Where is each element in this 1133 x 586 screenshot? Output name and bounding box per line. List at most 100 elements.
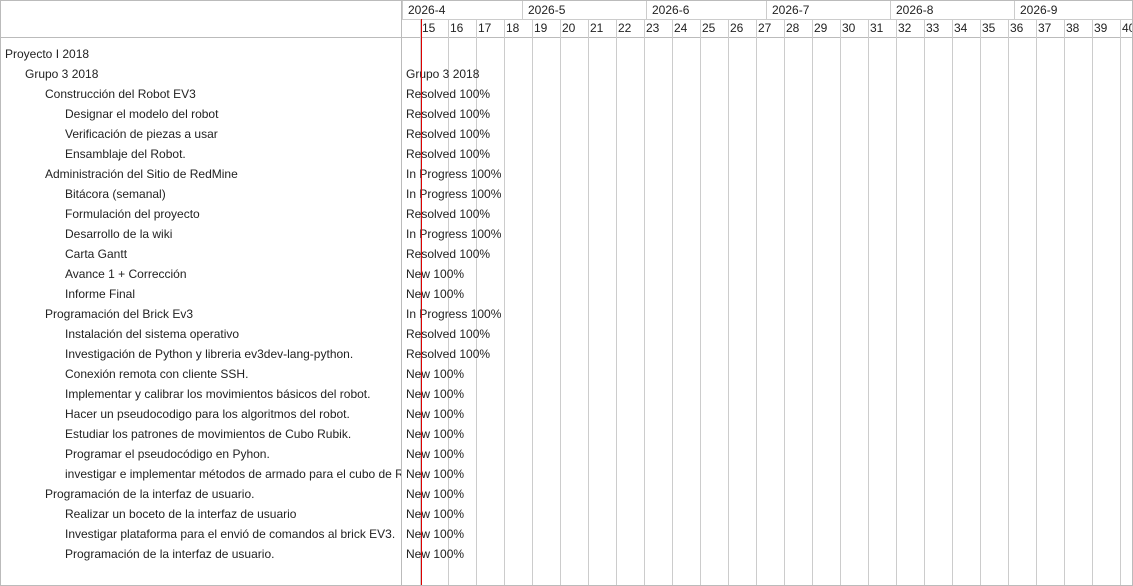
issue-status: Resolved 100% (406, 347, 491, 361)
month-divider (522, 1, 523, 19)
month-divider (766, 1, 767, 19)
week-grid-line (504, 19, 505, 585)
week-grid-line (784, 19, 785, 585)
week-label: 24 (674, 21, 688, 35)
issue-subject[interactable]: Implementar y calibrar los movimientos b… (65, 387, 371, 401)
header-divider (402, 19, 1132, 20)
week-grid-line (560, 19, 561, 585)
week-label: 33 (926, 21, 940, 35)
week-label: 23 (646, 21, 660, 35)
week-grid-line (644, 19, 645, 585)
issue-status: New 100% (406, 467, 465, 481)
issue-status: Resolved 100% (406, 147, 491, 161)
week-label: 38 (1066, 21, 1080, 35)
issue-subject[interactable]: Informe Final (65, 287, 136, 301)
week-label: 37 (1038, 21, 1052, 35)
issue-status: New 100% (406, 547, 465, 561)
week-grid-line (672, 19, 673, 585)
issue-status: In Progress 100% (406, 167, 502, 181)
month-divider (1014, 1, 1015, 19)
week-grid-line (952, 19, 953, 585)
issue-subject[interactable]: Formulación del proyecto (65, 207, 200, 221)
issue-status: New 100% (406, 267, 465, 281)
issue-status: Resolved 100% (406, 327, 491, 341)
week-label: 35 (982, 21, 996, 35)
issue-subject[interactable]: Hacer un pseudocodigo para los algoritmo… (65, 407, 350, 421)
issue-subject[interactable]: Bitácora (semanal) (65, 187, 166, 201)
week-label: 28 (786, 21, 800, 35)
week-grid-line (476, 19, 477, 585)
issue-status: New 100% (406, 387, 465, 401)
month-label: 2026-6 (652, 3, 690, 17)
week-grid-line (1120, 19, 1121, 585)
issue-subject[interactable]: Instalación del sistema operativo (65, 327, 240, 341)
issue-subject[interactable]: Realizar un boceto de la interfaz de usu… (65, 507, 297, 521)
issue-subject[interactable]: investigar e implementar métodos de arma… (65, 467, 402, 481)
week-grid-line (812, 19, 813, 585)
week-grid-line (616, 19, 617, 585)
issue-subject[interactable]: Construcción del Robot EV3 (45, 87, 196, 101)
issue-subject[interactable]: Estudiar los patrones de movimientos de … (65, 427, 352, 441)
week-label: 20 (562, 21, 576, 35)
issue-status: Resolved 100% (406, 87, 491, 101)
week-label: 34 (954, 21, 968, 35)
issue-subject[interactable]: Proyecto I 2018 (5, 47, 90, 61)
week-grid-line (728, 19, 729, 585)
issue-status: Resolved 100% (406, 247, 491, 261)
issue-status: In Progress 100% (406, 187, 502, 201)
issue-subject[interactable]: Designar el modelo del robot (65, 107, 219, 121)
week-grid-line (1092, 19, 1093, 585)
week-grid-line (1036, 19, 1037, 585)
issue-subject[interactable]: Programación del Brick Ev3 (45, 307, 194, 321)
week-label: 32 (898, 21, 912, 35)
issue-subject[interactable]: Administración del Sitio de RedMine (45, 167, 238, 181)
week-grid-line (868, 19, 869, 585)
week-label: 30 (842, 21, 856, 35)
issue-status: Resolved 100% (406, 207, 491, 221)
issue-status: New 100% (406, 487, 465, 501)
month-divider (402, 1, 403, 19)
week-label: 27 (758, 21, 772, 35)
issue-status: Grupo 3 2018 (406, 67, 480, 81)
week-label: 36 (1010, 21, 1024, 35)
issue-subject[interactable]: Investigar plataforma para el envió de c… (65, 527, 396, 541)
week-grid-line (1064, 19, 1065, 585)
week-label: 15 (422, 21, 436, 35)
issue-subject[interactable]: Programación de la interfaz de usuario. (65, 547, 275, 561)
issue-status: New 100% (406, 367, 465, 381)
issue-subject[interactable]: Ensamblaje del Robot. (65, 147, 186, 161)
month-divider (890, 1, 891, 19)
issue-status: Resolved 100% (406, 127, 491, 141)
issue-subject[interactable]: Programar el pseudocódigo en Pyhon. (65, 447, 270, 461)
issue-status: New 100% (406, 507, 465, 521)
month-label: 2026-4 (408, 3, 446, 17)
issue-status: In Progress 100% (406, 227, 502, 241)
issue-subject[interactable]: Avance 1 + Corrección (65, 267, 187, 281)
week-label: 39 (1094, 21, 1108, 35)
week-label: 17 (478, 21, 492, 35)
week-label: 29 (814, 21, 828, 35)
issue-subject[interactable]: Investigación de Python y libreria ev3de… (65, 347, 354, 361)
issue-subject[interactable]: Conexión remota con cliente SSH. (65, 367, 249, 381)
week-grid-line (532, 19, 533, 585)
issue-status: New 100% (406, 407, 465, 421)
week-grid-line (1008, 19, 1009, 585)
week-grid-line (840, 19, 841, 585)
week-label: 22 (618, 21, 632, 35)
issue-status: New 100% (406, 427, 465, 441)
issue-subject[interactable]: Grupo 3 2018 (25, 67, 99, 81)
week-grid-line (896, 19, 897, 585)
issue-subject[interactable]: Desarrollo de la wiki (65, 227, 173, 241)
week-grid-line (756, 19, 757, 585)
issue-subject[interactable]: Carta Gantt (65, 247, 128, 261)
week-grid-line (700, 19, 701, 585)
issue-subject[interactable]: Programación de la interfaz de usuario. (45, 487, 255, 501)
week-label: 40 (1122, 21, 1132, 35)
issue-status: Resolved 100% (406, 107, 491, 121)
week-grid-line (980, 19, 981, 585)
issue-status: New 100% (406, 447, 465, 461)
issue-subject[interactable]: Verificación de piezas a usar (65, 127, 218, 141)
week-grid-line (924, 19, 925, 585)
issue-status: In Progress 100% (406, 307, 502, 321)
